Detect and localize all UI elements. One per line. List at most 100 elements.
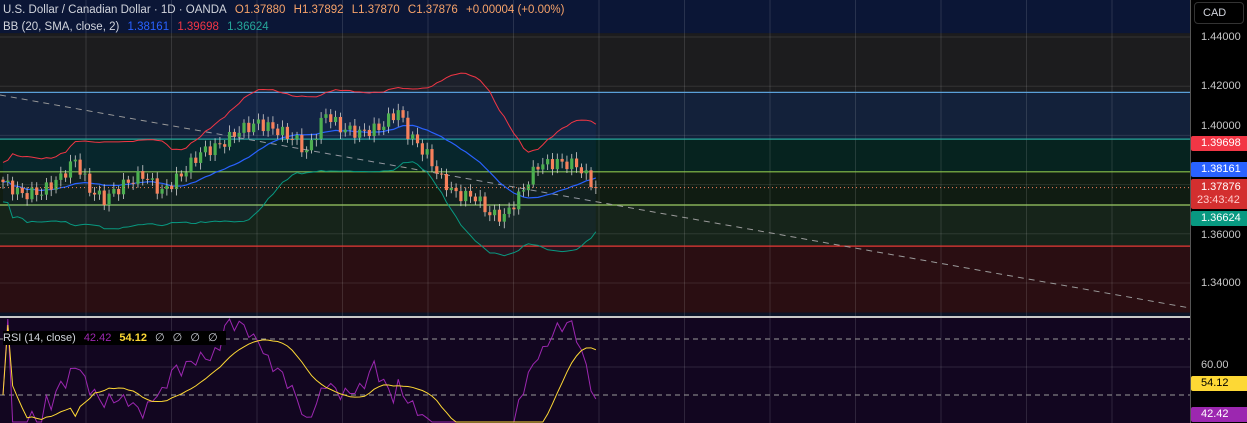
candle-body [512, 207, 516, 210]
rsi-extra-value: ∅ [172, 332, 183, 344]
rsi-ma-line [2, 324, 597, 423]
candle-body [329, 114, 333, 123]
rsi-tag: 42.42 [1191, 407, 1247, 422]
candle-body [440, 173, 444, 175]
candle-body [507, 207, 511, 214]
candle-body [309, 140, 314, 151]
low-label: L [351, 4, 359, 16]
candle-body [266, 122, 270, 132]
symbol-legend: U.S. Dollar / Canadian Dollar · 1D · OAN… [3, 3, 569, 17]
candle-body [261, 119, 265, 132]
price-tick: 1.40000 [1201, 120, 1241, 132]
candle-body [256, 119, 261, 124]
candle-body [353, 125, 357, 138]
rsi-ma-value: 54.12 [119, 332, 147, 344]
candle-body [333, 116, 338, 123]
price-chart[interactable] [0, 0, 1190, 316]
candle-body [203, 146, 208, 153]
candle-body [314, 138, 318, 141]
candle-body [35, 187, 39, 195]
bb-lower-tag: 1.36624 [1191, 211, 1247, 226]
candle-body [425, 149, 429, 155]
candle-body [242, 122, 246, 133]
bb-legend[interactable]: BB (20, SMA, close, 2) 1.38161 1.39698 1… [3, 20, 274, 34]
header-band [0, 0, 1190, 34]
candle-body [574, 158, 579, 168]
candle-body [199, 152, 203, 163]
candle-body [444, 173, 449, 191]
candle-body [49, 182, 53, 190]
bb-basis-tag: 1.38161 [1191, 162, 1247, 177]
rsi-legend[interactable]: RSI (14, close) 42.42 54.12 ∅ ∅ ∅ ∅ [3, 331, 226, 345]
candle-body [223, 144, 227, 147]
candle-body [6, 180, 10, 183]
rsi-ma-tag: 54.12 [1191, 376, 1247, 391]
candle-body [1, 179, 5, 183]
candle-body [131, 182, 135, 184]
candle-body [401, 110, 405, 118]
candle-body [15, 187, 20, 195]
candle-body [377, 123, 381, 131]
candle-body [25, 193, 29, 200]
candle-body [150, 178, 155, 180]
rsi-value: 42.42 [83, 332, 112, 344]
candle-body [102, 190, 106, 206]
candle-body [546, 159, 550, 165]
candle-body [488, 212, 492, 216]
price-tick: 1.44000 [1201, 31, 1241, 43]
candle-body [121, 179, 126, 195]
last-price: 1.37876 [1201, 181, 1241, 193]
price-axis[interactable]: CAD 1.44000 1.42000 1.40000 1.39698 1.38… [1190, 0, 1247, 423]
candle-body [155, 178, 159, 194]
price-pane[interactable]: U.S. Dollar / Canadian Dollar · 1D · OAN… [0, 0, 1190, 316]
candle-body [112, 188, 116, 194]
candle-body [290, 138, 294, 140]
candle-body [348, 125, 352, 130]
candle-body [252, 123, 256, 133]
candle-body [92, 192, 97, 195]
candle-body [594, 187, 598, 189]
candle-body [44, 182, 48, 195]
bb-basis-line [2, 124, 597, 199]
candle-body [126, 179, 130, 183]
candle-body [459, 191, 463, 202]
price-tick: 1.36000 [1201, 229, 1241, 241]
candle-body [468, 190, 473, 197]
candle-body [64, 173, 68, 178]
candle-body [237, 132, 241, 137]
rsi-tick: 60.00 [1201, 359, 1229, 371]
candle-body [396, 110, 400, 121]
candle-body [97, 190, 101, 195]
close-value: 1.37876 [416, 4, 458, 16]
rsi-pane[interactable]: RSI (14, close) 42.42 54.12 ∅ ∅ ∅ ∅ [0, 318, 1190, 423]
high-label: H [293, 4, 302, 16]
candle-body [478, 196, 482, 202]
candle-body [324, 114, 328, 118]
pane-separator[interactable] [0, 316, 1247, 318]
candle-body [372, 123, 376, 137]
candle-body [295, 134, 299, 140]
candle-body [213, 143, 217, 156]
bb-lower-value: 1.36624 [227, 21, 269, 33]
candle-body [117, 188, 121, 195]
candle-body [473, 196, 477, 202]
price-tick: 1.34000 [1201, 277, 1241, 289]
candle-body [59, 173, 63, 180]
rsi-extra-value: ∅ [207, 332, 218, 344]
candle-body [560, 158, 564, 162]
candle-body [319, 117, 323, 139]
candle-body [362, 129, 367, 131]
candle-body [30, 187, 34, 200]
candle-body [584, 170, 588, 174]
candle-body [184, 172, 188, 177]
candle-body [88, 173, 92, 193]
price-zone [0, 246, 1190, 313]
candle-body [280, 126, 285, 136]
candle-body [285, 126, 289, 139]
price-zone [0, 139, 1190, 172]
currency-button[interactable]: CAD [1194, 2, 1244, 24]
candle-body [165, 185, 169, 190]
symbol-title[interactable]: U.S. Dollar / Canadian Dollar · 1D · OAN… [3, 4, 227, 16]
candle-body [338, 116, 342, 133]
last-price-tag: 1.37876 23:43:42 [1191, 179, 1247, 209]
